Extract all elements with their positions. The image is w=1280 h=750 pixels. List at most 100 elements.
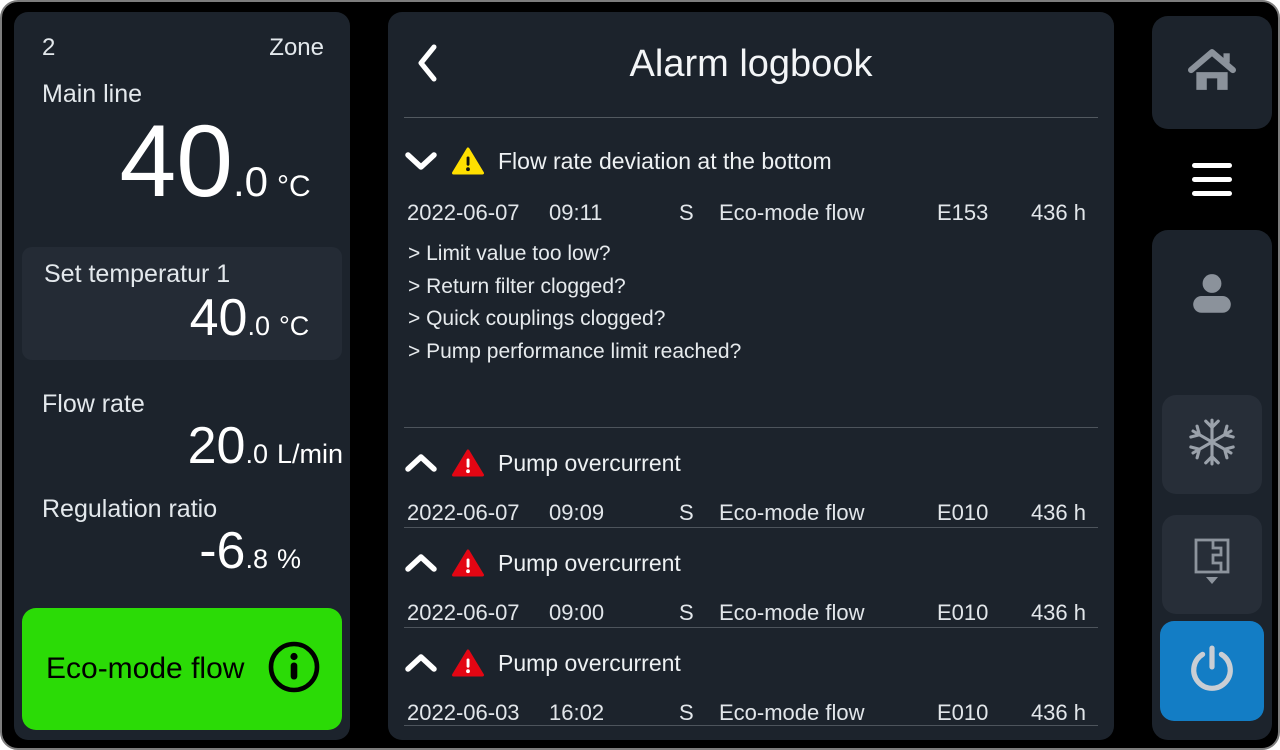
alarm-detail-line: > Quick couplings clogged? [408, 307, 666, 330]
alarm-time: 09:00 [549, 600, 605, 625]
alarm-details-list: > Limit value too low? > Return filter c… [408, 238, 741, 368]
alarm-meta-row: 2022-06-03 16:02 S Eco-mode flow E010 43… [404, 700, 1098, 730]
alarm-entry-row[interactable]: Pump overcurrent [404, 546, 1098, 580]
eco-mode-flow-label: Eco-mode flow [46, 652, 245, 685]
mold-button[interactable] [1162, 515, 1262, 614]
zone-number: 2 [42, 34, 56, 61]
power-icon [1188, 645, 1236, 698]
main-line-value: 40.0 °C [14, 109, 350, 213]
reg-dec: .8 [245, 544, 268, 575]
alarm-flag: S [679, 500, 694, 525]
regulation-ratio-label: Regulation ratio [42, 495, 218, 524]
main-temp-dec: .0 [232, 158, 268, 205]
chevron-down-icon[interactable] [404, 149, 438, 173]
set-temp-unit: °C [279, 311, 310, 342]
flow-rate-label: Flow rate [42, 389, 145, 418]
alarm-title: Pump overcurrent [498, 549, 681, 576]
zone-header: 2 Zone [14, 12, 350, 62]
main-temp-unit: °C [277, 170, 311, 203]
alarm-flag: S [679, 200, 694, 225]
alarm-code: E010 [937, 700, 989, 725]
alarm-detail-line: > Return filter clogged? [408, 274, 626, 298]
alarm-date: 2022-06-03 [407, 700, 520, 725]
home-button[interactable] [1152, 16, 1272, 129]
user-icon [1189, 272, 1235, 323]
alarm-logbook-header: Alarm logbook [404, 12, 1098, 118]
alarm-source: Eco-mode flow [719, 200, 865, 225]
set-temperature-card[interactable]: Set temperatur 1 40.0 °C [22, 247, 342, 360]
menu-button[interactable] [1152, 129, 1272, 230]
alarm-detail-line: > Limit value too low? [408, 242, 611, 265]
alarm-source: Eco-mode flow [719, 600, 865, 625]
alarm-code: E153 [937, 200, 989, 225]
alarm-entry-row[interactable]: Pump overcurrent [404, 446, 1098, 480]
alarm-meta-row: 2022-06-07 09:11 S Eco-mode flow E153 43… [404, 200, 1098, 230]
alarm-title: Flow rate deviation at the bottom [498, 147, 832, 174]
home-icon [1188, 48, 1236, 97]
divider [404, 725, 1098, 726]
alarm-entry-row[interactable]: Pump overcurrent [404, 646, 1098, 680]
alarm-source: Eco-mode flow [719, 700, 865, 725]
chevron-up-icon[interactable] [404, 551, 438, 575]
eco-mode-flow-button[interactable]: Eco-mode flow [22, 608, 342, 730]
divider [404, 427, 1098, 428]
snowflake-icon [1187, 417, 1237, 472]
menu-icon [1192, 163, 1232, 196]
flow-int: 20 [187, 416, 246, 475]
set-temp-value: 40.0 °C [22, 291, 342, 346]
divider [404, 527, 1098, 528]
alarm-code: E010 [937, 500, 989, 525]
power-button[interactable] [1160, 621, 1264, 721]
alarm-flag: S [679, 700, 694, 725]
alarm-logbook-panel: Alarm logbook Flow rate deviation at the… [388, 12, 1114, 740]
set-temp-label: Set temperatur 1 [44, 260, 231, 289]
alarm-hours: 436 h [1030, 500, 1086, 525]
regulation-ratio-value: -6.8 % [14, 524, 350, 579]
back-button[interactable] [406, 42, 448, 88]
set-temp-int: 40 [189, 289, 248, 348]
alarm-meta-row: 2022-06-07 09:00 S Eco-mode flow E010 43… [404, 600, 1098, 630]
sidebar [1152, 16, 1272, 740]
info-icon[interactable] [266, 639, 322, 700]
zone-panel: 2 Zone Main line 40.0 °C Set temperatur … [14, 12, 350, 740]
alarm-title: Pump overcurrent [498, 449, 681, 476]
divider [404, 627, 1098, 628]
alarm-flag: S [679, 600, 694, 625]
alarm-date: 2022-06-07 [407, 200, 520, 225]
alarm-code: E010 [937, 600, 989, 625]
warning-triangle-icon [452, 147, 484, 175]
alarm-hours: 436 h [1030, 700, 1086, 725]
alarm-time: 16:02 [549, 700, 605, 725]
reg-unit: % [277, 544, 302, 575]
alarm-date: 2022-06-07 [407, 500, 520, 525]
chevron-left-icon [415, 43, 439, 88]
alarm-time: 09:09 [549, 500, 605, 525]
set-temp-dec: .0 [247, 311, 270, 342]
chevron-up-icon[interactable] [404, 451, 438, 475]
user-button[interactable] [1182, 272, 1242, 322]
sidebar-lower [1152, 230, 1272, 740]
flow-rate-value: 20.0 L/min [14, 416, 350, 475]
chevron-up-icon[interactable] [404, 651, 438, 675]
cooling-button[interactable] [1162, 395, 1262, 494]
alarm-hours: 436 h [1030, 200, 1086, 225]
alarm-date: 2022-06-07 [407, 600, 520, 625]
alarm-triangle-icon [452, 649, 484, 677]
main-temp-int: 40 [119, 104, 233, 218]
alarm-meta-row: 2022-06-07 09:09 S Eco-mode flow E010 43… [404, 500, 1098, 530]
mold-icon [1188, 537, 1236, 592]
alarm-hours: 436 h [1030, 600, 1086, 625]
flow-dec: .0 [245, 438, 268, 469]
flow-unit: L/min [277, 438, 344, 469]
alarm-source: Eco-mode flow [719, 500, 865, 525]
alarm-time: 09:11 [549, 200, 603, 225]
alarm-entry-row[interactable]: Flow rate deviation at the bottom [404, 144, 1098, 178]
main-line-label: Main line [42, 80, 143, 108]
alarm-detail-line: > Pump performance limit reached? [408, 339, 742, 363]
alarm-triangle-icon [452, 449, 484, 477]
page-title: Alarm logbook [629, 43, 873, 85]
alarm-title: Pump overcurrent [498, 649, 681, 676]
alarm-triangle-icon [452, 549, 484, 577]
reg-int: -6 [199, 522, 246, 581]
